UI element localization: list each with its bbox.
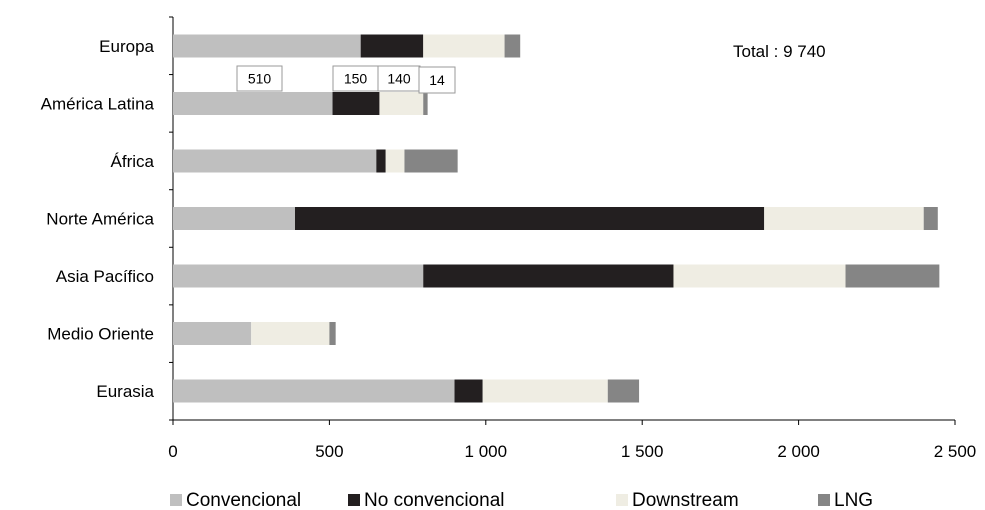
- callout-label: 14: [429, 72, 445, 88]
- bars: [173, 34, 940, 403]
- bar-segment: [379, 92, 424, 115]
- bar-segment: [607, 379, 640, 403]
- bar-segment: [251, 322, 330, 345]
- bar-segment: [764, 207, 924, 230]
- total-annotation: Total : 9 740: [733, 42, 826, 61]
- bar-segment: [173, 92, 333, 115]
- bar-segment: [173, 207, 295, 230]
- bar-segment: [423, 34, 505, 58]
- callout-box: [418, 66, 456, 94]
- bar-segment: [173, 322, 252, 345]
- legend-item: Convencional: [170, 490, 301, 510]
- bar-segment: [360, 34, 424, 58]
- category-label: Eurasia: [96, 382, 154, 401]
- callout-label: 140: [387, 71, 411, 87]
- callout-label: 510: [248, 71, 272, 87]
- callout-label: 150: [344, 71, 368, 87]
- legend-swatch: [616, 494, 628, 506]
- bar-segment: [454, 379, 483, 403]
- bar-segment: [332, 92, 380, 115]
- bar-segment: [173, 379, 455, 403]
- callouts: 510 150 140 14: [236, 65, 456, 94]
- bar-segment: [423, 264, 674, 288]
- x-tick-label: 2 000: [777, 442, 820, 461]
- bar-segment: [385, 149, 405, 173]
- bar-segment: [673, 264, 846, 288]
- legend-item: No convencional: [348, 490, 504, 510]
- x-tick-label: 2 500: [934, 442, 977, 461]
- value-callout: 14: [418, 66, 456, 94]
- legend-item: Downstream: [616, 490, 739, 510]
- category-label: África: [111, 152, 155, 171]
- category-label: Asia Pacífico: [56, 267, 154, 286]
- bar-segment: [923, 207, 938, 230]
- legend-swatch: [170, 494, 182, 506]
- bar-segment: [404, 149, 458, 173]
- legend-swatch: [818, 494, 830, 506]
- legend: Convencional No convencional Downstream LNG: [170, 490, 873, 510]
- value-callout: 510: [236, 65, 283, 92]
- x-tick-label: 500: [315, 442, 343, 461]
- bar-segment: [423, 92, 428, 115]
- bar-segment: [173, 264, 424, 288]
- x-tick-label: 1 500: [621, 442, 664, 461]
- bar-segment: [376, 149, 386, 173]
- bar-segment: [482, 379, 608, 403]
- legend-label: LNG: [834, 490, 873, 510]
- category-label: Norte América: [46, 210, 154, 229]
- bar-segment: [504, 34, 521, 58]
- bar-segment: [173, 149, 377, 173]
- callout-box: [236, 65, 283, 92]
- legend-item: LNG: [818, 490, 873, 510]
- category-label: Medio Oriente: [47, 325, 154, 344]
- legend-swatch: [348, 494, 360, 506]
- bar-segment: [845, 264, 940, 288]
- callout-box: [332, 65, 379, 92]
- bar-segment: [329, 322, 336, 345]
- value-callout: 150: [332, 65, 379, 92]
- callout-box: [377, 65, 421, 92]
- x-tick-label: 0: [168, 442, 177, 461]
- x-tick-label: 1 000: [465, 442, 508, 461]
- bar-segment: [173, 34, 361, 58]
- legend-label: No convencional: [364, 490, 504, 510]
- bar-segment: [294, 207, 765, 230]
- legend-label: Downstream: [632, 490, 739, 510]
- labels: 0 500 1 000 1 500 2 000 2 500 Europa América La…: [41, 37, 977, 461]
- category-label: Europa: [99, 37, 154, 56]
- legend-label: Convencional: [186, 490, 301, 510]
- value-callout: 140: [377, 65, 421, 92]
- category-label: América Latina: [41, 95, 155, 114]
